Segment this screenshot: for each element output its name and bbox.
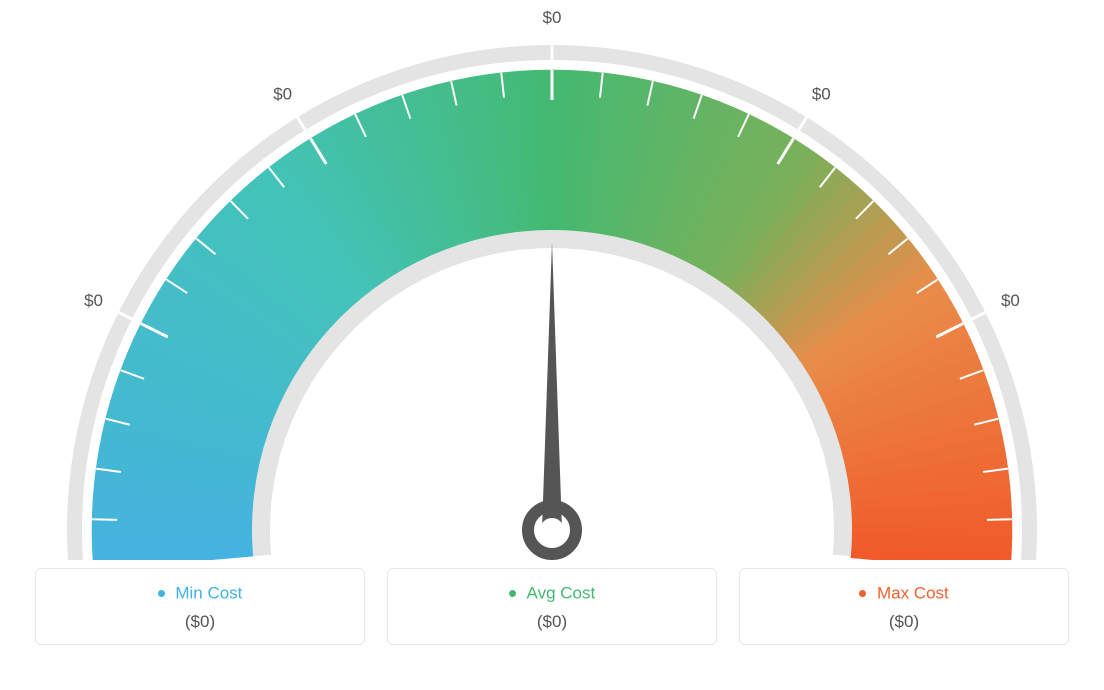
legend-box-min: Min Cost ($0) [35,568,365,645]
gauge-svg: $0$0$0$0$0$0$0 [0,0,1104,560]
legend-value-min: ($0) [36,612,364,632]
legend-box-avg: Avg Cost ($0) [387,568,717,645]
gauge-scale-label: $0 [543,8,562,27]
legend-box-max: Max Cost ($0) [739,568,1069,645]
legend-label-avg: Avg Cost [388,583,716,604]
legend-text-min: Min Cost [175,584,242,603]
gauge-scale-label: $0 [812,84,831,103]
gauge-scale-label: $0 [1001,291,1020,310]
gauge-scale-label: $0 [273,84,292,103]
legend-text-avg: Avg Cost [527,584,596,603]
gauge-chart: $0$0$0$0$0$0$0 [0,0,1104,560]
gauge-scale-label: $0 [84,291,103,310]
legend-label-max: Max Cost [740,583,1068,604]
legend-bullet-avg [509,590,516,597]
legend-value-max: ($0) [740,612,1068,632]
legend-bullet-min [158,590,165,597]
gauge-needle [528,242,576,554]
legend-text-max: Max Cost [877,584,949,603]
legend-value-avg: ($0) [388,612,716,632]
legend-label-min: Min Cost [36,583,364,604]
legend-row: Min Cost ($0) Avg Cost ($0) Max Cost ($0… [0,568,1104,645]
legend-bullet-max [859,590,866,597]
